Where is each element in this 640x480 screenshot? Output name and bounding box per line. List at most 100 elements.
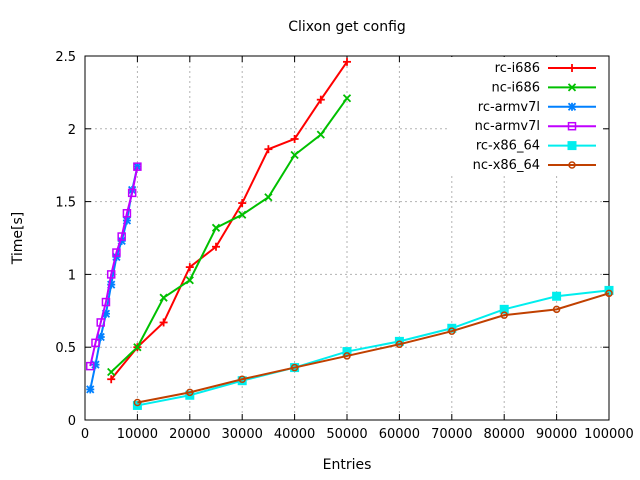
marker-rc-x86_64 bbox=[499, 304, 509, 314]
legend-marker-rc-armv7l bbox=[567, 102, 577, 111]
marker-nc-armv7l bbox=[112, 248, 121, 257]
x-tick-label: 60000 bbox=[379, 427, 420, 442]
y-tick-label: 1 bbox=[68, 268, 76, 283]
marker-nc-i686 bbox=[107, 367, 116, 377]
marker-nc-i686 bbox=[133, 343, 142, 352]
legend-entry-rc-x86_64: rc-x86_64 bbox=[476, 139, 596, 154]
marker-rc-x86_64 bbox=[342, 347, 352, 357]
legend: rc-i686 nc-i686 rc-armv7l nc-armv7l rc-x86_6… bbox=[449, 57, 603, 174]
marker-rc-i686 bbox=[159, 318, 168, 327]
series-nc-armv7l bbox=[85, 162, 142, 371]
legend-entry-nc-i686: nc-i686 bbox=[491, 80, 596, 95]
marker-nc-x86_64 bbox=[500, 311, 508, 319]
legend-marker-rc-x86_64 bbox=[567, 141, 577, 151]
legend-background bbox=[449, 57, 603, 174]
marker-nc-x86_64 bbox=[343, 352, 351, 360]
legend-label-nc-i686: nc-i686 bbox=[491, 80, 540, 95]
marker-nc-i686 bbox=[238, 210, 247, 219]
legend-entry-nc-x86_64: nc-x86_64 bbox=[473, 158, 596, 173]
marker-rc-x86_64 bbox=[237, 376, 247, 386]
marker-nc-armv7l bbox=[127, 188, 137, 198]
x-tick-label: 40000 bbox=[274, 427, 315, 442]
marker-rc-i686 bbox=[107, 375, 116, 384]
marker-nc-i686 bbox=[290, 150, 299, 160]
marker-rc-x86_64 bbox=[552, 291, 562, 301]
x-tick-label: 10000 bbox=[117, 427, 158, 442]
marker-nc-armv7l bbox=[133, 162, 142, 171]
marker-nc-x86_64 bbox=[290, 363, 299, 372]
marker-nc-x86_64 bbox=[395, 340, 404, 349]
marker-rc-i686 bbox=[264, 145, 273, 154]
marker-nc-armv7l bbox=[96, 318, 105, 327]
series-nc-x86_64 bbox=[133, 289, 613, 407]
marker-nc-x86_64 bbox=[186, 388, 194, 397]
marker-nc-i686 bbox=[342, 94, 352, 103]
marker-nc-armv7l bbox=[85, 361, 95, 371]
x-axis-label: Entries bbox=[323, 457, 372, 473]
legend-marker-nc-armv7l bbox=[567, 121, 577, 131]
x-tick-label: 0 bbox=[81, 427, 89, 442]
marker-nc-x86_64 bbox=[133, 398, 142, 407]
marker-nc-i686 bbox=[159, 293, 168, 302]
y-axis-label: Time[s] bbox=[10, 212, 26, 265]
marker-nc-armv7l bbox=[127, 188, 137, 198]
y-tick-label: 2 bbox=[68, 123, 76, 138]
legend-label-rc-i686: rc-i686 bbox=[495, 61, 540, 76]
series-nc-i686 bbox=[107, 94, 352, 377]
marker-rc-i686 bbox=[343, 57, 351, 66]
marker-nc-x86_64 bbox=[552, 305, 561, 314]
legend-label-rc-armv7l: rc-armv7l bbox=[478, 100, 540, 115]
marker-nc-armv7l bbox=[91, 338, 100, 348]
marker-nc-armv7l bbox=[85, 361, 95, 371]
legend-marker-rc-i686 bbox=[568, 64, 576, 72]
marker-rc-armv7l bbox=[101, 309, 111, 318]
marker-rc-i686 bbox=[238, 199, 247, 208]
legend-entry-nc-armv7l: nc-armv7l bbox=[475, 119, 596, 134]
marker-rc-x86_64 bbox=[237, 376, 247, 386]
marker-nc-x86_64 bbox=[343, 352, 351, 360]
marker-nc-x86_64 bbox=[605, 289, 613, 298]
marker-nc-i686 bbox=[264, 193, 273, 202]
marker-nc-armv7l bbox=[117, 232, 126, 241]
legend-marker-nc-x86_64 bbox=[568, 161, 576, 169]
legend-marker-rc-x86_64 bbox=[567, 141, 577, 151]
marker-nc-x86_64 bbox=[605, 289, 613, 298]
marker-nc-i686 bbox=[264, 193, 273, 202]
marker-rc-i686 bbox=[212, 242, 220, 251]
y-tick-label: 0.5 bbox=[55, 341, 76, 356]
series-line-nc-i686 bbox=[110, 97, 348, 373]
marker-nc-i686 bbox=[133, 343, 142, 352]
legend-marker-rc-armv7l bbox=[567, 102, 577, 111]
marker-rc-armv7l bbox=[86, 385, 95, 394]
marker-nc-armv7l bbox=[106, 270, 116, 279]
marker-nc-x86_64 bbox=[500, 311, 508, 319]
marker-nc-armv7l bbox=[122, 208, 132, 218]
marker-nc-x86_64 bbox=[238, 375, 246, 383]
marker-rc-x86_64 bbox=[342, 347, 352, 357]
chart-title: Clixon get config bbox=[288, 19, 406, 35]
marker-nc-i686 bbox=[185, 276, 194, 285]
marker-nc-armv7l bbox=[91, 338, 100, 348]
legend-label-nc-x86_64: nc-x86_64 bbox=[473, 158, 540, 173]
legend-entry-rc-i686: rc-i686 bbox=[495, 61, 596, 76]
marker-nc-x86_64 bbox=[395, 340, 404, 349]
marker-rc-x86_64 bbox=[552, 291, 562, 301]
marker-nc-x86_64 bbox=[290, 363, 299, 372]
x-tick-label: 90000 bbox=[536, 427, 577, 442]
marker-nc-i686 bbox=[342, 94, 352, 103]
x-tick-label: 50000 bbox=[326, 427, 367, 442]
marker-nc-i686 bbox=[290, 150, 299, 160]
marker-nc-armv7l bbox=[122, 208, 132, 218]
marker-nc-x86_64 bbox=[552, 305, 561, 314]
marker-rc-armv7l bbox=[86, 385, 95, 394]
marker-nc-i686 bbox=[316, 130, 325, 139]
marker-rc-i686 bbox=[290, 134, 299, 143]
legend-marker-nc-i686 bbox=[567, 83, 577, 92]
marker-nc-armv7l bbox=[112, 248, 121, 257]
series-line-rc-x86_64 bbox=[137, 289, 610, 407]
y-tick-label: 2.5 bbox=[55, 50, 76, 65]
marker-rc-i686 bbox=[185, 263, 194, 272]
series-line-nc-x86_64 bbox=[137, 292, 610, 404]
marker-rc-armv7l bbox=[91, 360, 100, 369]
